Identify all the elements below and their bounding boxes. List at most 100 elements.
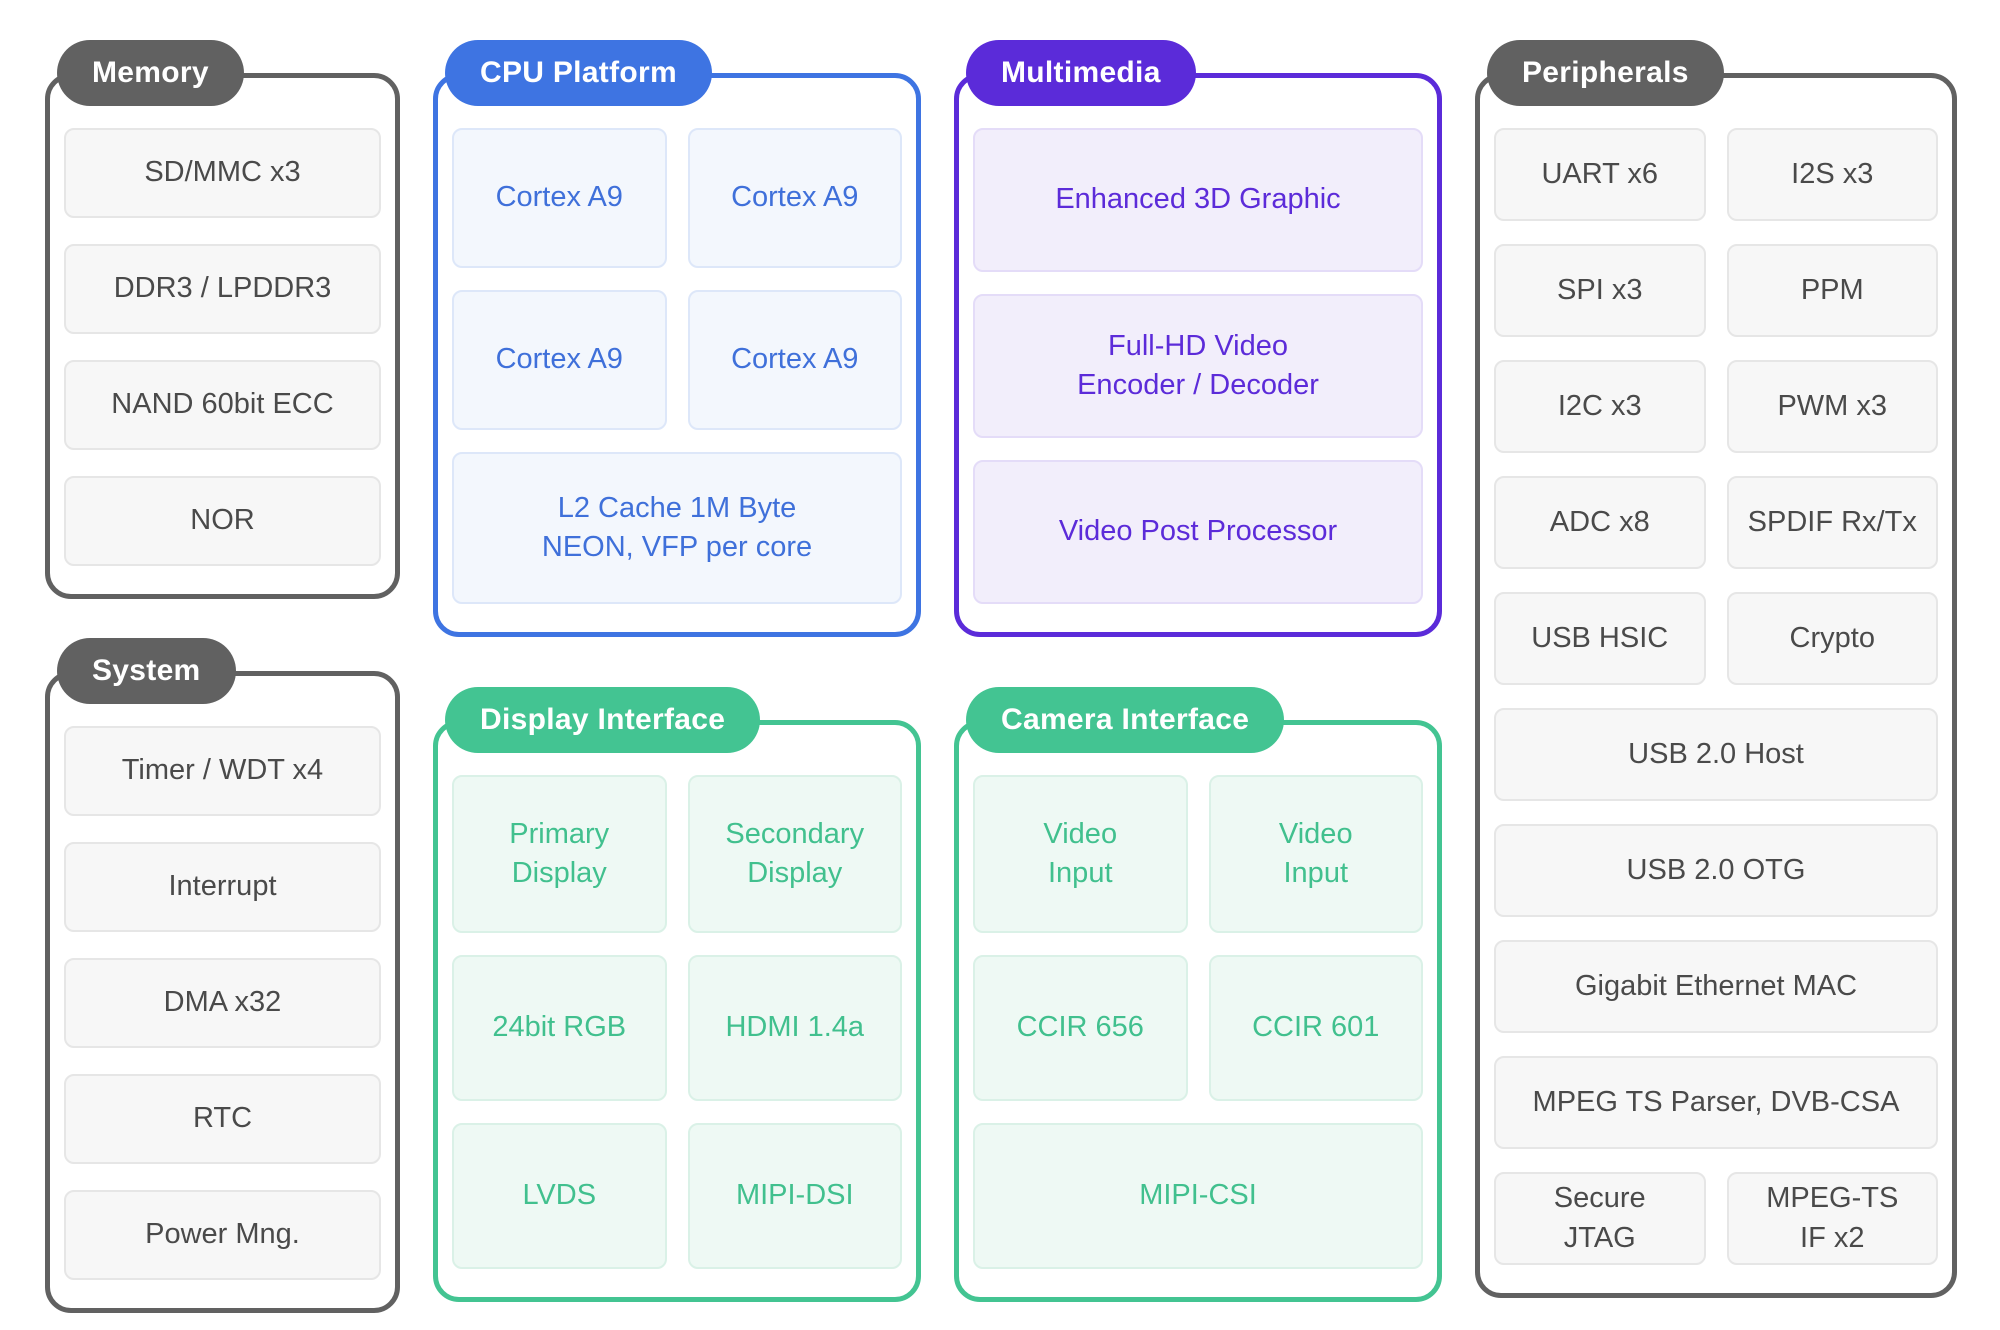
display-cell: LVDS xyxy=(452,1123,667,1269)
multimedia-block-label: Enhanced 3D Graphic xyxy=(1055,183,1341,216)
multimedia-group-pill: Multimedia xyxy=(966,40,1196,106)
multimedia-group: Multimedia Enhanced 3D Graphic Full-HD V… xyxy=(954,40,1442,637)
memory-group: Memory SD/MMC x3 DDR3 / LPDDR3 NAND 60bi… xyxy=(45,40,400,599)
system-item: DMA x32 xyxy=(64,958,381,1048)
multimedia-group-box: Enhanced 3D Graphic Full-HD Video Encode… xyxy=(954,73,1442,637)
camera-cell: Video Input xyxy=(1208,775,1423,933)
memory-item: DDR3 / LPDDR3 xyxy=(64,244,381,334)
camera-cell-label-line2: Input xyxy=(1283,857,1349,889)
l2-cache-label-line1: L2 Cache 1M Byte xyxy=(557,491,797,524)
system-item-label: Power Mng. xyxy=(145,1218,300,1251)
peripheral-cell-label: UART x6 xyxy=(1541,157,1659,190)
display-cell-label-line2: Display xyxy=(747,857,843,889)
memory-item-label: NAND 60bit ECC xyxy=(111,388,334,421)
multimedia-group-title: Multimedia xyxy=(1001,56,1161,89)
column-cpu-display: CPU Platform Cortex A9 Cortex A9 Cortex … xyxy=(433,40,921,1302)
peripheral-cell: UART x6 xyxy=(1494,128,1706,221)
system-group-title: System xyxy=(92,654,201,687)
system-item: Interrupt xyxy=(64,842,381,932)
column-memory-system: Memory SD/MMC x3 DDR3 / LPDDR3 NAND 60bi… xyxy=(45,40,400,1313)
peripheral-cell-label-line2: JTAG xyxy=(1563,1221,1636,1254)
multimedia-block-label: Video Post Processor xyxy=(1058,515,1338,548)
peripheral-cell: ADC x8 xyxy=(1494,476,1706,569)
peripherals-group: Peripherals UART x6 I2S x3 SPI x3 PPM I2… xyxy=(1475,40,1957,1298)
memory-item: NOR xyxy=(64,476,381,566)
camera-interface-group: Camera Interface Video Input Video Input… xyxy=(954,687,1442,1302)
camera-interface-group-title: Camera Interface xyxy=(1001,703,1250,736)
column-peripherals: Peripherals UART x6 I2S x3 SPI x3 PPM I2… xyxy=(1475,40,1957,1298)
peripheral-cell-label-line1: MPEG-TS xyxy=(1766,1182,1899,1215)
peripheral-cell-label: I2C x3 xyxy=(1557,389,1642,422)
camera-cell: MIPI-CSI xyxy=(973,1123,1423,1269)
l2-cache-cell: L2 Cache 1M Byte NEON, VFP per core xyxy=(452,452,902,604)
memory-item-label: SD/MMC x3 xyxy=(144,156,301,189)
camera-interface-group-pill: Camera Interface xyxy=(966,687,1285,753)
peripheral-cell: PWM x3 xyxy=(1726,360,1938,453)
memory-group-box: SD/MMC x3 DDR3 / LPDDR3 NAND 60bit ECC N… xyxy=(45,73,400,599)
peripherals-group-box: UART x6 I2S x3 SPI x3 PPM I2C x3 PWM x3 … xyxy=(1475,73,1957,1298)
peripheral-cell-label: PWM x3 xyxy=(1777,389,1888,422)
cpu-core-label: Cortex A9 xyxy=(731,181,859,214)
peripheral-cell: MPEG TS Parser, DVB-CSA xyxy=(1494,1056,1938,1149)
system-group-box: Timer / WDT x4 Interrupt DMA x32 RTC Pow… xyxy=(45,671,400,1313)
cpu-platform-group-box: Cortex A9 Cortex A9 Cortex A9 Cortex A9 … xyxy=(433,73,921,637)
multimedia-block-label-line1: Full-HD Video xyxy=(1108,329,1288,362)
peripheral-cell: SPDIF Rx/Tx xyxy=(1726,476,1938,569)
peripheral-cell: Secure JTAG xyxy=(1494,1172,1706,1265)
peripheral-cell-label-line2: IF x2 xyxy=(1800,1221,1865,1254)
memory-item: SD/MMC x3 xyxy=(64,128,381,218)
peripherals-group-title: Peripherals xyxy=(1522,56,1689,89)
peripheral-cell-label: MPEG TS Parser, DVB-CSA xyxy=(1532,1085,1900,1118)
multimedia-block-label-line2: Encoder / Decoder xyxy=(1077,369,1319,401)
memory-item-label: DDR3 / LPDDR3 xyxy=(113,272,332,305)
peripheral-cell: I2S x3 xyxy=(1726,128,1938,221)
system-item-label: RTC xyxy=(192,1102,253,1135)
display-cell-label-line2: Display xyxy=(511,857,607,889)
cpu-platform-group-pill: CPU Platform xyxy=(445,40,712,106)
camera-cell: CCIR 656 xyxy=(973,955,1188,1101)
memory-group-title: Memory xyxy=(92,56,209,89)
memory-item-label: NOR xyxy=(190,504,255,537)
peripheral-cell-label: USB 2.0 OTG xyxy=(1626,853,1806,886)
peripheral-cell: MPEG-TS IF x2 xyxy=(1726,1172,1938,1265)
peripheral-cell-label: USB 2.0 Host xyxy=(1628,737,1804,770)
system-item-label: Timer / WDT x4 xyxy=(121,754,324,787)
memory-group-pill: Memory xyxy=(57,40,244,106)
display-cell: 24bit RGB xyxy=(452,955,667,1101)
peripheral-cell: USB 2.0 OTG xyxy=(1494,824,1938,917)
peripheral-cell: USB 2.0 Host xyxy=(1494,708,1938,801)
multimedia-block: Video Post Processor xyxy=(973,460,1423,604)
camera-cell-label: MIPI-CSI xyxy=(1139,1179,1257,1212)
peripheral-cell-label: Crypto xyxy=(1789,621,1875,654)
camera-cell: CCIR 601 xyxy=(1208,955,1423,1101)
display-interface-group-pill: Display Interface xyxy=(445,687,761,753)
display-cell-label-line1: Secondary xyxy=(725,817,865,850)
peripheral-cell: Crypto xyxy=(1726,592,1938,685)
cpu-core-label: Cortex A9 xyxy=(495,181,623,214)
display-cell-label: MIPI-DSI xyxy=(735,1179,854,1212)
multimedia-block: Enhanced 3D Graphic xyxy=(973,128,1423,272)
column-multimedia-camera: Multimedia Enhanced 3D Graphic Full-HD V… xyxy=(954,40,1442,1302)
peripheral-cell-label-line1: Secure xyxy=(1553,1182,1646,1215)
display-cell: Primary Display xyxy=(452,775,667,933)
peripheral-cell-label: ADC x8 xyxy=(1549,505,1650,538)
peripheral-cell: SPI x3 xyxy=(1494,244,1706,337)
system-item: RTC xyxy=(64,1074,381,1164)
peripheral-cell: USB HSIC xyxy=(1494,592,1706,685)
cpu-platform-group-title: CPU Platform xyxy=(480,56,677,89)
camera-cell-label: CCIR 656 xyxy=(1016,1011,1144,1044)
system-group-pill: System xyxy=(57,638,236,704)
system-item: Power Mng. xyxy=(64,1190,381,1280)
peripheral-cell: I2C x3 xyxy=(1494,360,1706,453)
cpu-core-cell: Cortex A9 xyxy=(452,128,667,268)
cpu-core-label: Cortex A9 xyxy=(731,343,859,376)
display-cell-label-line1: Primary xyxy=(509,817,610,850)
system-group: System Timer / WDT x4 Interrupt DMA x32 … xyxy=(45,638,400,1313)
display-interface-group: Display Interface Primary Display Second… xyxy=(433,687,921,1302)
peripheral-cell-label: SPDIF Rx/Tx xyxy=(1747,505,1917,538)
peripheral-cell-label: Gigabit Ethernet MAC xyxy=(1574,969,1858,1002)
camera-cell-label-line1: Video xyxy=(1278,817,1353,850)
peripheral-cell-label: SPI x3 xyxy=(1557,273,1643,306)
peripherals-group-pill: Peripherals xyxy=(1487,40,1724,106)
